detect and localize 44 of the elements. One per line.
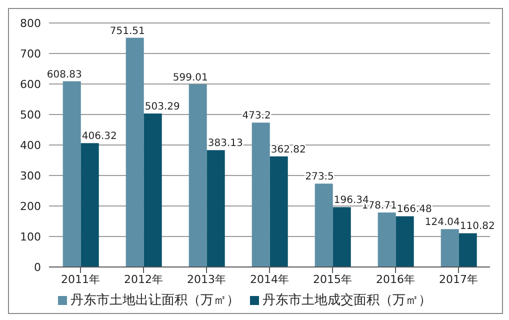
y-tick-label: 500 xyxy=(20,108,41,122)
data-label: 383.13 xyxy=(208,138,243,150)
bar xyxy=(206,150,225,267)
y-tick-label: 700 xyxy=(20,47,41,60)
legend-label: 丹东市土地出让面积（万㎡） xyxy=(70,293,240,308)
bar xyxy=(144,113,162,267)
x-tick-label: 2011年 xyxy=(61,272,100,286)
legend-label: 丹东市土地成交面积（万㎡） xyxy=(262,293,432,308)
data-label: 503.29 xyxy=(144,101,180,112)
data-label: 124.04 xyxy=(424,217,460,228)
x-tick-label: 2013年 xyxy=(187,272,226,286)
y-tick-label: 600 xyxy=(20,78,41,91)
bar xyxy=(188,84,207,267)
data-label: 473.2 xyxy=(242,110,271,122)
bar xyxy=(378,212,396,267)
y-tick-label: 400 xyxy=(20,138,41,152)
y-tick-label: 200 xyxy=(20,200,41,213)
bar xyxy=(458,233,477,267)
x-tick-label: 2012年 xyxy=(124,272,163,286)
data-label: 608.83 xyxy=(46,69,82,80)
data-label: 751.51 xyxy=(110,26,145,37)
bar xyxy=(270,156,288,267)
y-tick-label: 100 xyxy=(20,230,41,244)
x-tick-label: 2017年 xyxy=(439,272,478,286)
data-label: 166.48 xyxy=(396,204,432,216)
x-tick-label: 2015年 xyxy=(313,272,352,286)
x-tick-label: 2014年 xyxy=(250,272,289,286)
data-label: 110.82 xyxy=(460,221,495,232)
bar xyxy=(440,229,459,267)
bar xyxy=(332,207,351,267)
bar xyxy=(62,81,81,267)
data-label: 273.5 xyxy=(305,172,334,183)
y-tick-label: 800 xyxy=(20,16,41,30)
bar xyxy=(314,184,333,267)
bar xyxy=(396,216,414,267)
bar xyxy=(126,38,144,267)
x-tick-label: 2016年 xyxy=(376,272,415,286)
data-label: 406.32 xyxy=(82,131,117,142)
data-label: 362.82 xyxy=(270,144,306,156)
bar xyxy=(252,122,270,267)
y-tick-label: 0 xyxy=(34,260,41,274)
bar xyxy=(80,143,99,267)
y-tick-label: 300 xyxy=(20,169,41,182)
data-label: 599.01 xyxy=(172,72,208,84)
